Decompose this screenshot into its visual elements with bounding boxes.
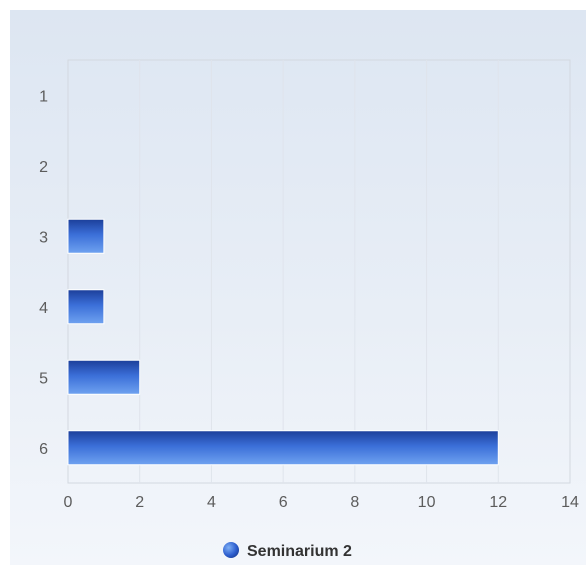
- y-axis-labels: 1 2 3 4 5 6: [39, 88, 48, 458]
- x-tick-label: 4: [207, 494, 216, 511]
- bar[interactable]: [67, 359, 141, 395]
- x-tick-label: 2: [135, 494, 144, 511]
- x-tick-label: 14: [561, 494, 579, 511]
- legend-marker-icon: [223, 542, 239, 558]
- bar[interactable]: [67, 218, 105, 254]
- y-tick-label: 3: [39, 229, 48, 246]
- grid-lines: [139, 60, 499, 483]
- x-tick-label: 6: [279, 494, 288, 511]
- legend-label[interactable]: Seminarium 2: [247, 543, 352, 560]
- y-tick-label: 5: [39, 370, 48, 387]
- plot-area: [67, 59, 571, 484]
- x-tick-label: 10: [418, 494, 436, 511]
- y-tick-label: 1: [39, 88, 48, 105]
- legend[interactable]: Seminarium 2: [223, 542, 352, 560]
- x-tick-label: 0: [64, 494, 73, 511]
- x-axis-labels: 0 2 4 6 8 10 12 14: [64, 494, 579, 511]
- x-tick-label: 12: [489, 494, 507, 511]
- y-tick-label: 4: [39, 300, 48, 317]
- y-tick-label: 6: [39, 441, 48, 458]
- bar[interactable]: [67, 289, 105, 325]
- bars: [67, 218, 499, 466]
- bar[interactable]: [67, 430, 499, 466]
- x-tick-label: 8: [350, 494, 359, 511]
- y-tick-label: 2: [39, 159, 48, 176]
